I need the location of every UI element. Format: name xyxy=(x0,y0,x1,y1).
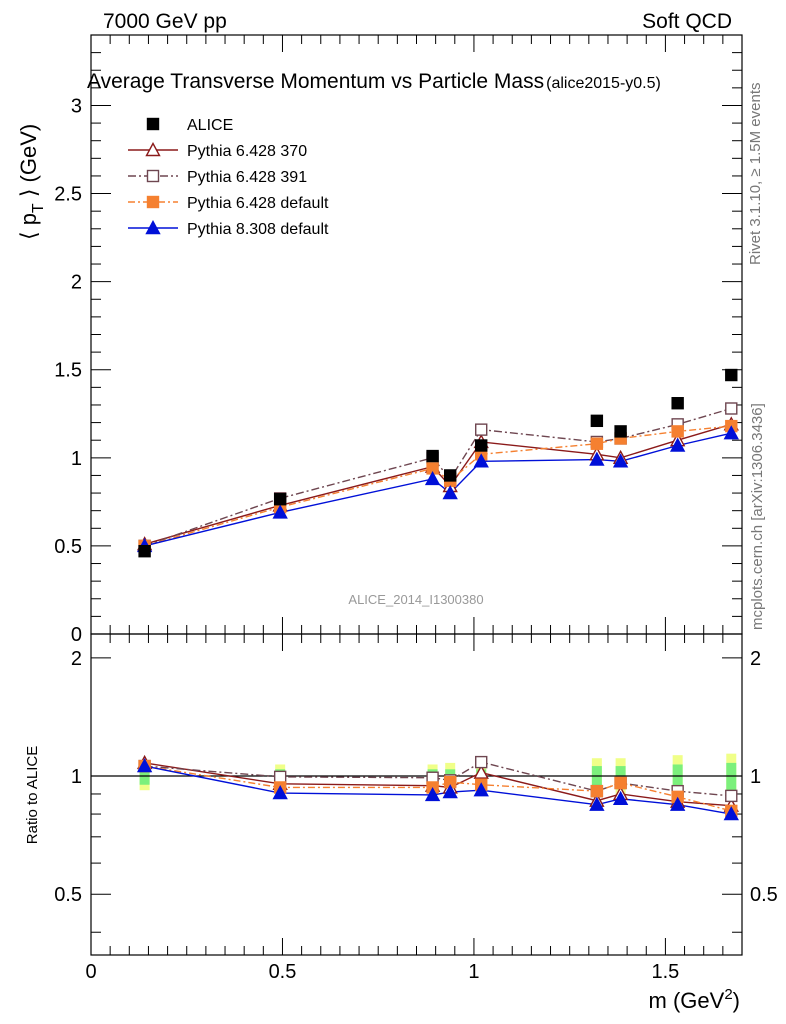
series-point xyxy=(612,453,629,468)
chart-title-main: Average Transverse Momentum vs Particle … xyxy=(87,70,544,93)
legend-label: Pythia 8.308 default xyxy=(187,221,329,238)
y-tick-label: 2 xyxy=(71,272,82,294)
legend-marker xyxy=(146,117,160,131)
legend-label: Pythia 6.428 default xyxy=(187,195,329,212)
x-axis-label-end: ) xyxy=(733,988,740,1013)
series-line xyxy=(144,407,732,547)
series-point xyxy=(723,425,739,440)
y-axis-label-end: ⟩ (GeV) xyxy=(16,124,41,203)
data-point xyxy=(443,469,457,482)
y-tick-label: 0.5 xyxy=(54,536,82,558)
series-point xyxy=(589,451,605,466)
legend-label: Pythia 6.428 391 xyxy=(187,169,307,186)
rivet-label: Rivet 3.1.10, ≥ 1.5M events xyxy=(747,83,764,266)
ratio-series-point xyxy=(424,786,441,802)
x-tick-label: 0.5 xyxy=(269,961,297,983)
x-axis-label-main: m (GeV xyxy=(649,988,725,1013)
series-point xyxy=(725,402,738,415)
series-point xyxy=(442,485,458,500)
header-right: Soft QCD xyxy=(642,10,732,33)
ratio-y-tick-label-left: 0.5 xyxy=(54,884,82,906)
y-axis-label: ⟨ pT ⟩ (GeV) xyxy=(16,124,47,240)
y-axis-label-sub: T xyxy=(30,203,47,213)
legend-label: ALICE xyxy=(187,117,233,134)
data-point xyxy=(138,544,151,558)
data-point xyxy=(426,449,439,463)
ratio-series-point xyxy=(136,758,153,773)
series-point xyxy=(424,470,441,486)
legend-marker xyxy=(145,142,161,157)
data-point xyxy=(590,414,604,428)
x-tick-label: 1 xyxy=(468,961,479,983)
series-line xyxy=(144,425,732,547)
axis-ticks xyxy=(90,34,743,955)
ratio-y-tick-label-right: 1 xyxy=(750,766,761,788)
y-axis-label-main: ⟨ p xyxy=(16,213,41,240)
ratio-series-point xyxy=(669,796,686,811)
ratio-series-point xyxy=(473,782,489,797)
y-tick-label: 1 xyxy=(71,448,82,470)
legend-marker xyxy=(146,169,160,183)
ratio-y-tick-label-right: 2 xyxy=(750,648,761,670)
analysis-watermark: ALICE_2014_I1300380 xyxy=(348,592,483,607)
series-markers xyxy=(136,368,739,821)
ratio-series-point xyxy=(725,789,738,803)
ratio-y-tick-label-left: 2 xyxy=(71,648,82,670)
x-tick-label: 1.5 xyxy=(652,961,680,983)
legend: ALICE Pythia 6.428 370 Pythia 6.428 391 Pyt… xyxy=(128,117,329,238)
y-tick-label: 2.5 xyxy=(54,184,82,206)
ratio-series-point xyxy=(589,796,605,811)
ratio-series-point xyxy=(614,776,627,790)
series-point xyxy=(669,437,686,452)
legend-marker xyxy=(145,220,161,235)
data-point xyxy=(614,425,627,438)
ratio-series-point xyxy=(475,755,488,769)
data-point xyxy=(725,368,738,382)
ratio-y-tick-label-right: 0.5 xyxy=(750,884,778,906)
ratio-series-point xyxy=(273,770,287,784)
series-point xyxy=(473,453,489,468)
ratio-y-tick-label-left: 1 xyxy=(71,766,82,788)
ratio-y-axis-label: Ratio to ALICE xyxy=(24,746,41,844)
ratio-series-point xyxy=(473,764,489,779)
chart-title-suffix: (alice2015-y0.5) xyxy=(546,75,661,92)
x-axis-label: m (GeV2) xyxy=(649,986,740,1013)
series-point xyxy=(272,504,288,519)
mcplots-label: mcplots.cern.ch [arXiv:1306.3436] xyxy=(749,403,766,630)
series-point xyxy=(671,425,684,438)
y-tick-label: 0 xyxy=(71,624,82,646)
data-point xyxy=(475,439,488,452)
data-point xyxy=(671,397,684,410)
ratio-series-point xyxy=(723,806,739,821)
y-tick-label: 1.5 xyxy=(54,360,82,382)
ratio-series-point xyxy=(272,785,288,800)
legend-marker xyxy=(146,195,160,209)
tick-labels: 0 0.5 1 1.5 0 0.5 1 1.5 2 2.5 3 0.5 0.5 1 1 2 2 xyxy=(54,95,778,983)
series-point xyxy=(590,437,604,450)
ratio-series-point xyxy=(442,784,458,799)
ratio-series-point xyxy=(590,784,604,798)
header-left: 7000 GeV pp xyxy=(103,10,227,33)
chart-title: Average Transverse Momentum vs Particle … xyxy=(87,70,661,93)
x-tick-label: 0 xyxy=(85,961,96,983)
legend-label: Pythia 6.428 370 xyxy=(187,143,307,160)
y-tick-label: 3 xyxy=(71,95,82,117)
data-point xyxy=(273,493,287,506)
x-axis-label-sup: 2 xyxy=(724,986,732,1003)
series-point xyxy=(475,423,488,436)
ratio-series-point xyxy=(612,790,629,805)
